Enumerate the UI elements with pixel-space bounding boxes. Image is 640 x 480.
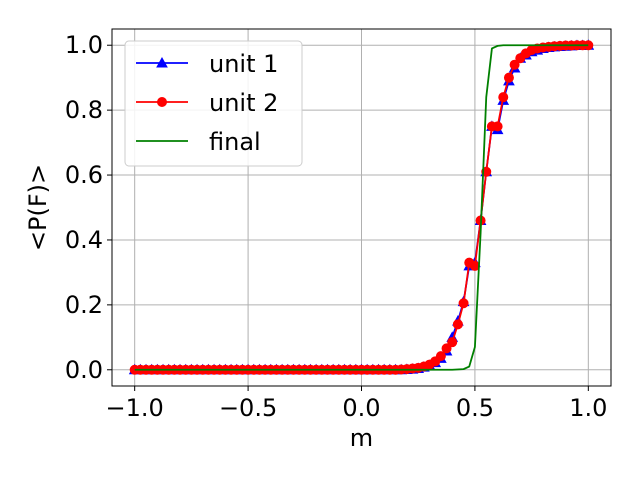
x-tick-label: −0.5: [219, 394, 277, 422]
legend-item: unit 1: [136, 50, 278, 78]
y-tick-label: 1.0: [65, 31, 103, 59]
legend-item: final: [136, 128, 261, 156]
x-tick-label: 1.0: [569, 394, 607, 422]
data-point: [447, 337, 458, 348]
legend-label: unit 2: [209, 89, 278, 117]
data-point: [441, 343, 452, 354]
data-point: [452, 319, 463, 330]
data-point: [498, 92, 509, 103]
legend-label: unit 1: [209, 50, 278, 78]
y-tick-label: 0.0: [65, 356, 103, 384]
x-tick-label: 0.5: [456, 394, 494, 422]
data-point: [435, 351, 446, 362]
y-tick-label: 0.4: [65, 226, 103, 254]
y-tick-label: 0.6: [65, 161, 103, 189]
data-point: [492, 121, 503, 132]
legend-item: unit 2: [136, 89, 278, 117]
legend-marker: [156, 56, 168, 68]
x-tick-label: 0.0: [342, 394, 380, 422]
data-point: [503, 72, 514, 83]
x-tick-label: −1.0: [106, 394, 164, 422]
series-final: [134, 44, 589, 371]
x-axis-label: m: [350, 424, 373, 452]
legend-label: final: [209, 128, 261, 156]
y-tick-label: 0.8: [65, 96, 103, 124]
legend: unit 1 unit 2 final: [124, 40, 303, 167]
data-point: [458, 298, 469, 309]
series-line: [134, 44, 589, 371]
data-point: [509, 59, 520, 70]
y-axis-label: <P(F)>: [24, 164, 52, 251]
legend-box: [124, 40, 303, 167]
y-tick-label: 0.2: [65, 291, 103, 319]
plot-lines: [128, 39, 595, 375]
legend-marker: [157, 97, 167, 107]
ticks: −1.0 −0.5 0.0 0.5 1.0 0.0 0.2 0.4 0.6 0.8 1.0: [65, 31, 608, 422]
